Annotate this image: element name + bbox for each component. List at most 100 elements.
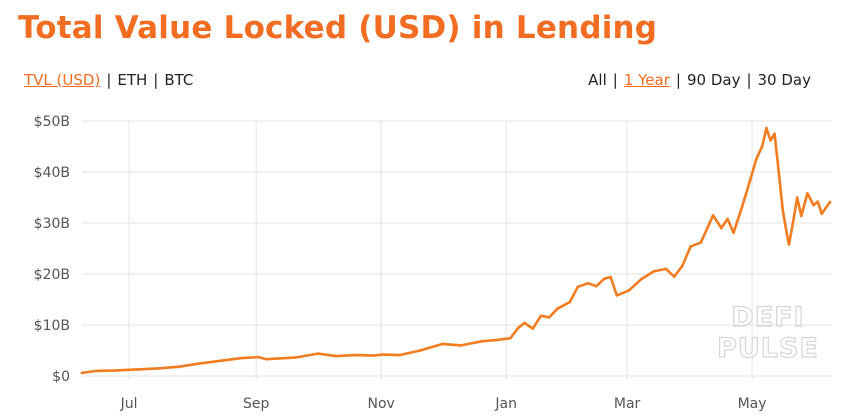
data-point <box>334 354 338 358</box>
separator: | <box>675 71 681 89</box>
data-point <box>256 355 260 359</box>
data-point <box>80 371 84 375</box>
data-point <box>586 281 590 285</box>
data-point <box>828 200 832 204</box>
x-tick-label: Jan <box>494 396 517 412</box>
data-point <box>398 353 401 357</box>
data-point <box>652 270 655 273</box>
data-point <box>726 217 729 221</box>
data-point <box>459 344 463 347</box>
data-point <box>711 214 715 217</box>
data-point <box>816 200 819 203</box>
y-tick-label: $10B <box>34 318 70 334</box>
data-point <box>381 353 385 356</box>
separator: | <box>746 71 752 89</box>
range-90-day-option[interactable]: 90 Day <box>686 71 741 89</box>
data-point <box>740 206 744 209</box>
y-tick-label: $20B <box>34 267 70 283</box>
data-point <box>806 192 809 195</box>
eth-option[interactable]: ETH <box>117 71 148 89</box>
data-point <box>480 340 483 343</box>
data-point <box>595 284 598 288</box>
data-point <box>820 212 824 216</box>
data-point <box>681 264 684 268</box>
data-point <box>136 368 139 371</box>
data-point <box>517 326 520 329</box>
data-point <box>273 357 276 361</box>
data-point <box>800 214 803 218</box>
range-all-option[interactable]: All <box>588 71 607 89</box>
data-point <box>531 327 535 330</box>
data-point <box>761 144 764 148</box>
unit-toggle: TVL (USD) | ETH | BTC <box>24 71 193 89</box>
data-point <box>95 369 98 373</box>
chart-title: Total Value Locked (USD) in Lending <box>18 10 658 46</box>
x-tick-label: Jul <box>120 396 138 412</box>
data-point <box>773 132 776 136</box>
x-tick-label: Sep <box>243 396 270 412</box>
data-point <box>769 139 772 142</box>
range-1-year-option[interactable]: 1 Year <box>623 71 670 89</box>
data-point <box>795 196 799 199</box>
range-30-day-option[interactable]: 30 Day <box>757 71 811 89</box>
data-point <box>621 291 625 295</box>
tvl-usd-option[interactable]: TVL (USD) <box>24 71 101 89</box>
data-point <box>748 179 752 182</box>
chart-grid <box>82 120 832 380</box>
data-point <box>765 126 768 130</box>
data-point <box>627 289 631 292</box>
data-point <box>672 275 676 278</box>
data-point <box>568 300 571 304</box>
data-point <box>787 243 791 246</box>
separator: | <box>153 71 159 89</box>
x-axis: Jul Sep Nov Jan Mar May <box>120 396 767 412</box>
separator: | <box>106 71 112 89</box>
data-point <box>603 277 606 280</box>
btc-option[interactable]: BTC <box>164 71 194 89</box>
data-point <box>115 369 119 372</box>
data-point <box>812 203 815 207</box>
data-point <box>732 231 735 234</box>
series-layer <box>80 126 832 375</box>
data-point <box>576 285 580 289</box>
y-tick-label: $50B <box>34 114 70 130</box>
data-point <box>689 245 692 248</box>
data-point <box>539 314 543 318</box>
data-point <box>615 294 619 297</box>
data-point <box>556 307 559 311</box>
data-point <box>785 232 789 236</box>
x-tick-label: May <box>738 396 767 412</box>
y-tick-label: $40B <box>34 165 70 181</box>
data-point <box>156 367 160 370</box>
data-point <box>824 206 828 209</box>
separator: | <box>612 71 618 89</box>
data-point <box>441 342 445 346</box>
data-point <box>777 170 780 173</box>
data-point <box>177 365 180 369</box>
y-tick-label: $30B <box>34 216 70 232</box>
data-point <box>547 316 551 319</box>
x-tick-label: Nov <box>368 396 395 412</box>
data-point <box>781 209 785 212</box>
data-point <box>509 337 512 340</box>
x-tick-label: Mar <box>614 396 641 412</box>
data-point <box>754 158 758 161</box>
data-point <box>418 349 422 352</box>
y-tick-label: $0 <box>52 369 70 385</box>
data-point <box>496 338 500 342</box>
watermark-text: PULSE <box>717 333 819 364</box>
data-point <box>199 362 203 365</box>
data-point <box>355 353 358 357</box>
data-point <box>523 321 526 325</box>
data-point <box>293 356 297 359</box>
range-toggle: All | 1 Year | 90 Day | 30 Day <box>588 71 811 89</box>
data-point <box>240 356 244 360</box>
data-point <box>664 267 668 271</box>
data-point <box>609 275 612 279</box>
data-point <box>316 352 320 355</box>
data-point <box>220 359 223 363</box>
data-point <box>791 220 795 224</box>
y-axis: $0 $10B $20B $30B $40B $50B <box>34 114 70 385</box>
